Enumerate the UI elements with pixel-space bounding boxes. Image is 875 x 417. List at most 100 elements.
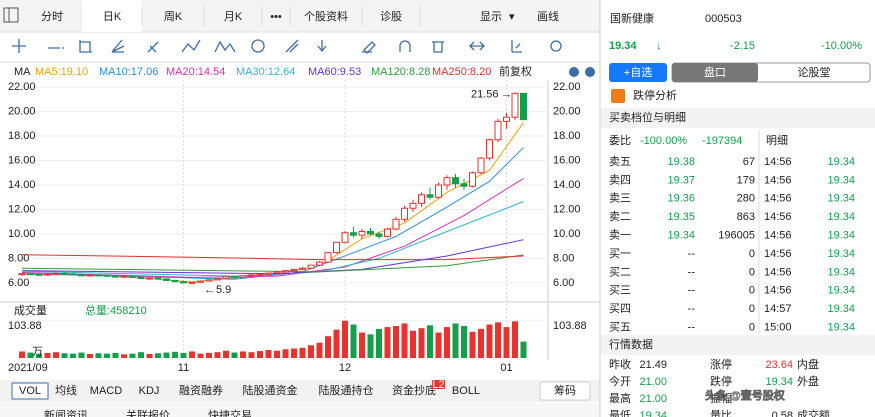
tab[interactable]: 周K: [164, 10, 183, 23]
tab[interactable]: •••: [270, 11, 282, 23]
volume-bar: [155, 353, 161, 358]
book-price: 19.36: [667, 193, 695, 205]
indicator-tab[interactable]: 均线: [55, 383, 77, 397]
indicator-tab[interactable]: BOLL: [452, 385, 480, 397]
panel-toggle[interactable]: [3, 7, 19, 23]
candle-body: [290, 268, 298, 272]
stat-cell: 21.49: [639, 359, 667, 371]
volume-bar: [308, 345, 314, 358]
indicator-tab[interactable]: MACD: [90, 385, 122, 397]
price: 19.34: [609, 40, 637, 52]
book-price: 19.37: [667, 174, 695, 186]
volume-bar: [503, 327, 510, 358]
candle-body: [384, 228, 391, 237]
bottom-bar: [0, 403, 600, 417]
candle-body: [265, 272, 272, 275]
ratio-label: 委比: [609, 134, 631, 147]
indicator-tab[interactable]: KDJ: [139, 385, 160, 397]
book-label: 卖一: [609, 229, 631, 242]
candle-body: [214, 278, 221, 281]
y-tick-label: 12.00: [8, 203, 36, 215]
bottom-tab[interactable]: 新闻资讯: [44, 408, 88, 417]
panel-tab[interactable]: 论股堂: [798, 65, 831, 79]
settings-icon[interactable]: [569, 67, 579, 77]
volume-bar: [333, 329, 340, 358]
legend-entry: MA5:19.10: [35, 66, 88, 78]
volume-bar: [418, 328, 425, 358]
stock-code: 000503: [705, 13, 742, 25]
trade-price: 19.34: [827, 303, 855, 315]
volume-bar: [146, 354, 153, 358]
trade-price: 19.34: [827, 285, 855, 297]
section-band: [601, 335, 875, 355]
caret: ▾: [509, 11, 515, 23]
indicator-tab[interactable]: 融资融券: [179, 383, 223, 397]
tab[interactable]: 诊股: [380, 9, 402, 23]
y-tick-label: 10.00: [8, 228, 36, 240]
tool-fan[interactable]: [111, 39, 125, 53]
book-price: 19.38: [667, 156, 695, 168]
candle-body: [239, 275, 247, 278]
draw-menu[interactable]: 画线: [537, 9, 559, 23]
volume-unit: 万: [32, 346, 43, 358]
settings-icon[interactable]: [585, 67, 595, 77]
tool-circle[interactable]: [251, 39, 265, 53]
volume-bar: [104, 353, 110, 358]
tool-pen[interactable]: [147, 41, 159, 53]
watch-button[interactable]: [609, 63, 667, 82]
stat-cell: 今开: [609, 374, 631, 388]
indicator-tab[interactable]: 资金抄底: [392, 383, 436, 397]
tool-magnet[interactable]: [399, 40, 411, 52]
volume-bar: [325, 336, 331, 358]
book-label: 卖三: [609, 192, 631, 205]
candle-body: [69, 273, 77, 276]
tool-down[interactable]: [317, 40, 327, 53]
volume-bar: [282, 349, 289, 358]
tool-axis[interactable]: [511, 40, 522, 53]
volume-bar: [316, 342, 323, 358]
tab[interactable]: 分时: [41, 10, 63, 23]
limit-analysis[interactable]: 跌停分析: [633, 88, 677, 102]
indicator-tab[interactable]: 陆股通持仓: [319, 383, 374, 397]
tool-erase[interactable]: [362, 41, 376, 54]
display-menu[interactable]: 显示: [480, 10, 502, 23]
stat-cell: 最低: [609, 409, 631, 417]
high-label: 21.56: [471, 88, 499, 100]
indicator-tab[interactable]: 陆股通资金: [243, 383, 298, 397]
chip-button[interactable]: [539, 381, 591, 401]
candle-body: [256, 273, 264, 276]
tab[interactable]: 日K: [103, 11, 122, 23]
candle-body: [120, 275, 128, 278]
y-tick-label-right: 22.00: [553, 81, 581, 93]
tab[interactable]: 个股资料: [304, 9, 348, 23]
tool-parallel[interactable]: [285, 39, 299, 53]
tab[interactable]: 月K: [224, 11, 243, 23]
stat-cell: 涨停: [710, 357, 732, 371]
x-tick-label: 2021/09: [8, 362, 48, 374]
tool-zigzag[interactable]: [214, 40, 236, 53]
adjust[interactable]: 前复权: [499, 64, 532, 78]
trade-price: 19.34: [827, 248, 855, 260]
bottom-tab[interactable]: 快捷交易: [208, 408, 252, 417]
tool-wave[interactable]: [181, 39, 201, 53]
tool-crop[interactable]: [79, 40, 92, 53]
section-band: [601, 108, 875, 128]
legend-entry: MA20:14.54: [166, 66, 225, 78]
candle-body: [477, 157, 485, 174]
badge-text: L2: [432, 379, 444, 391]
tool-trash[interactable]: [432, 41, 444, 53]
candle-body: [392, 218, 400, 230]
panel-tab[interactable]: 盘口: [704, 65, 726, 79]
limit-icon: [611, 89, 625, 103]
book-label: 卖四: [609, 173, 631, 186]
low-label: 5.9: [216, 284, 231, 296]
candle-body: [350, 232, 357, 236]
indicator-tab[interactable]: VOL: [19, 385, 41, 397]
tool-cross[interactable]: [12, 39, 26, 53]
stat-cell: 量比: [710, 409, 732, 417]
volume-bar: [410, 330, 416, 358]
tool-width[interactable]: [469, 41, 485, 51]
bottom-tab[interactable]: 关联报价: [126, 408, 170, 417]
tool-settings[interactable]: [550, 40, 562, 52]
volume-bar: [27, 352, 34, 358]
